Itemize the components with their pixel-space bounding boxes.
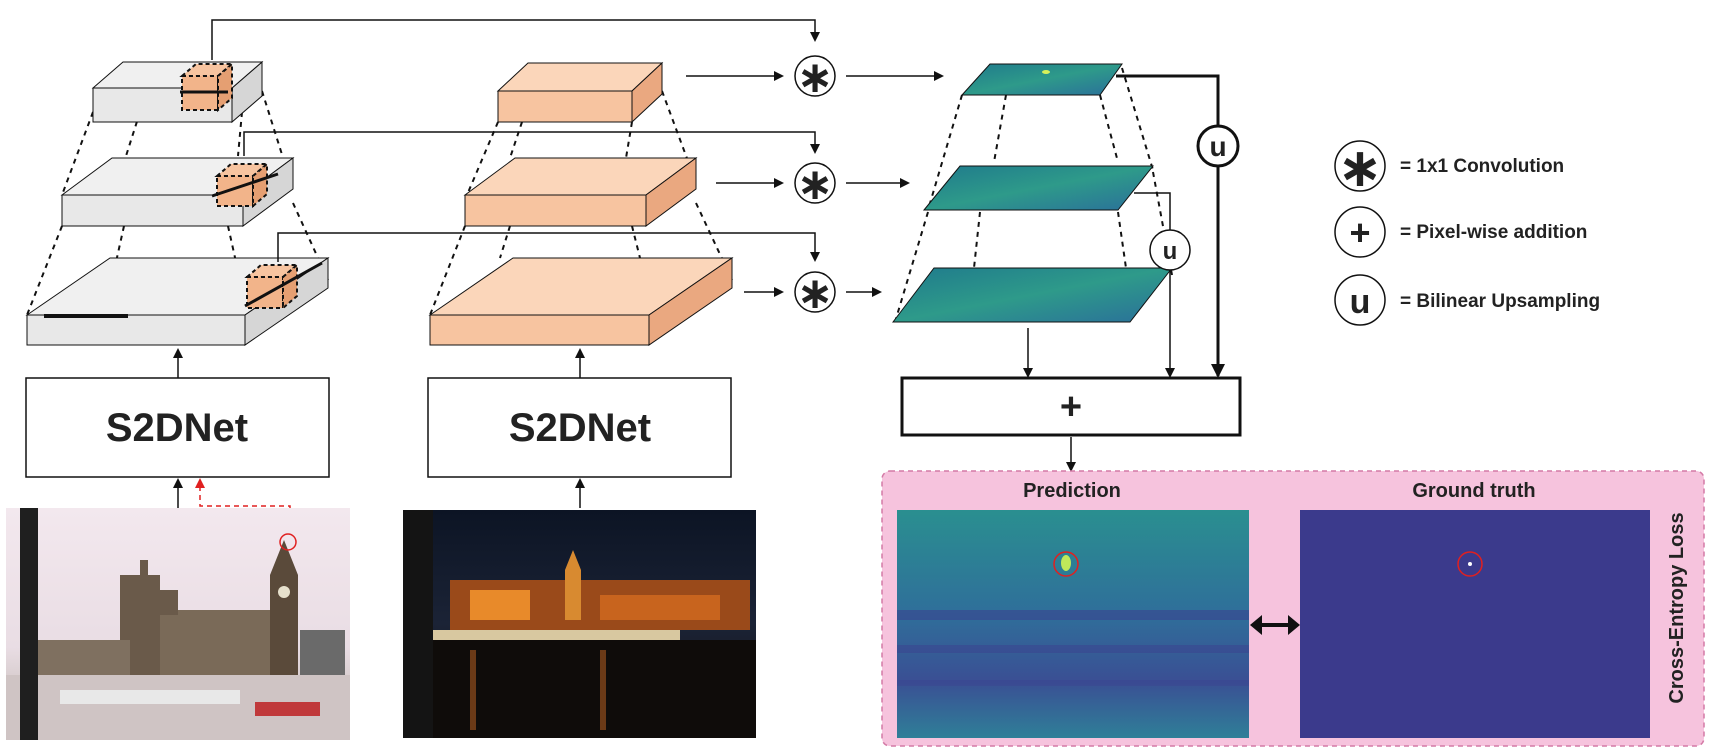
svg-text:S2DNet: S2DNet bbox=[509, 406, 651, 450]
sampled-row-3 bbox=[244, 261, 323, 308]
svg-text:+: + bbox=[1060, 386, 1082, 428]
trainable-block-level-3 bbox=[428, 257, 734, 346]
legend: ∗ = 1x1 Convolution + = Pixel-wise addit… bbox=[1334, 138, 1600, 326]
conv-node-2: ∗ bbox=[794, 160, 836, 209]
svg-text:∗: ∗ bbox=[797, 269, 834, 318]
day-image bbox=[6, 508, 350, 740]
prediction-peak-circle bbox=[1053, 551, 1079, 577]
trainable-block-level-1 bbox=[496, 61, 664, 124]
feature-map-peak bbox=[1042, 70, 1050, 74]
fusion-add-box: + bbox=[900, 376, 1242, 437]
ground-truth-title: Ground truth bbox=[1412, 480, 1535, 502]
conv-node-1: ∗ bbox=[794, 53, 836, 102]
ground-truth-point-circle bbox=[1457, 551, 1483, 577]
svg-text:+: + bbox=[1349, 212, 1370, 253]
feature-map-level-1 bbox=[960, 63, 1123, 96]
loss-panel: Prediction Ground truth Cross-Entropy Lo… bbox=[881, 470, 1705, 747]
query-point-arrow bbox=[195, 478, 291, 536]
upsample-paths bbox=[1023, 74, 1225, 378]
feature-map-level-3 bbox=[891, 267, 1174, 323]
svg-text:∗: ∗ bbox=[797, 53, 834, 102]
prediction-map bbox=[897, 510, 1249, 738]
sampled-feature-cube-3 bbox=[244, 262, 300, 311]
skip-connections bbox=[211, 19, 820, 262]
svg-text:= Bilinear Upsampling: = Bilinear Upsampling bbox=[1400, 291, 1600, 312]
trainable-block-level-2 bbox=[463, 157, 698, 227]
output-feature-maps bbox=[891, 63, 1174, 323]
svg-text:∗: ∗ bbox=[1337, 138, 1382, 198]
svg-text:= 1x1 Convolution: = 1x1 Convolution bbox=[1400, 156, 1564, 177]
svg-text:= Pixel-wise addition: = Pixel-wise addition bbox=[1400, 222, 1587, 243]
sampled-feature-cube-2 bbox=[214, 161, 270, 209]
prediction-title: Prediction bbox=[1023, 480, 1121, 502]
svg-text:u: u bbox=[1209, 131, 1226, 162]
svg-text:S2DNet: S2DNet bbox=[106, 406, 248, 450]
conv-arrows bbox=[686, 71, 944, 297]
svg-text:u: u bbox=[1163, 238, 1178, 265]
night-image bbox=[403, 510, 756, 738]
sampled-feature-cube-1 bbox=[179, 61, 235, 113]
svg-text:u: u bbox=[1350, 283, 1371, 321]
upsample-node-2: u bbox=[1149, 229, 1191, 271]
frozen-block-level-1 bbox=[91, 60, 264, 124]
s2dnet-box-left: S2DNet bbox=[25, 377, 330, 478]
conv-legend: ∗ = 1x1 Convolution bbox=[1334, 138, 1564, 198]
comparison-double-arrow bbox=[1250, 615, 1300, 635]
right-feature-pyramid bbox=[428, 61, 734, 346]
upsample-node-1: u bbox=[1196, 124, 1240, 168]
sampled-row-2 bbox=[211, 172, 279, 198]
query-point-circle bbox=[279, 533, 297, 551]
upsample-legend: u = Bilinear Upsampling bbox=[1334, 274, 1600, 326]
s2dnet-box-right: S2DNet bbox=[427, 377, 732, 478]
conv-node-3: ∗ bbox=[794, 269, 836, 318]
ground-truth-map bbox=[1300, 510, 1650, 738]
loss-label: Cross-Entropy Loss bbox=[1666, 512, 1688, 703]
feature-map-level-2 bbox=[922, 165, 1155, 211]
svg-text:∗: ∗ bbox=[797, 160, 834, 209]
left-feature-pyramid bbox=[25, 60, 330, 346]
add-legend: + = Pixel-wise addition bbox=[1334, 206, 1587, 258]
